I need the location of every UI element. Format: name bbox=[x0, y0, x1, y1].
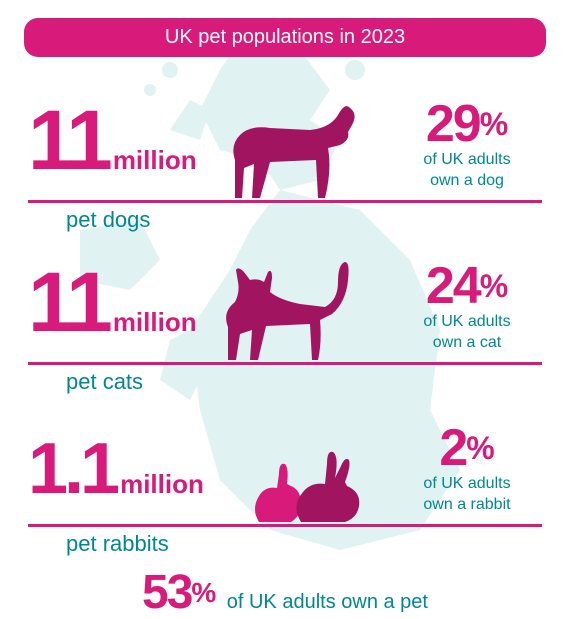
cat-icon bbox=[210, 252, 360, 362]
cats-label: pet cats bbox=[66, 369, 143, 395]
pct-sign: % bbox=[480, 106, 508, 142]
cats-desc2: own a cat bbox=[392, 333, 542, 352]
dog-icon bbox=[210, 90, 360, 200]
rabbits-pct: 2 bbox=[439, 419, 466, 477]
dogs-label: pet dogs bbox=[66, 207, 150, 233]
dogs-desc2: own a dog bbox=[392, 171, 542, 190]
row-rabbits: 1.1 million 2% of UK adults own a rabbit bbox=[28, 395, 542, 527]
summary-text: of UK adults own a pet bbox=[227, 591, 428, 613]
title-bar: UK pet populations in 2023 bbox=[24, 18, 546, 57]
summary-line: 53% of UK adults own a pet bbox=[18, 571, 552, 614]
dogs-count: 11 bbox=[28, 107, 109, 174]
row-cats: 11 million 24% of UK adults own a cat bbox=[28, 233, 542, 365]
title-text: UK pet populations in 2023 bbox=[165, 26, 405, 48]
dogs-desc1: of UK adults bbox=[392, 150, 542, 169]
cats-desc1: of UK adults bbox=[392, 312, 542, 331]
dogs-pct: 29 bbox=[426, 95, 480, 153]
row-dogs: 11 million 29% of UK adults own a dog bbox=[28, 71, 542, 203]
rabbits-unit: million bbox=[120, 469, 204, 500]
cats-unit: million bbox=[113, 307, 197, 338]
rabbits-desc2: own a rabbit bbox=[392, 495, 542, 514]
summary-pct: 53 bbox=[142, 566, 191, 619]
rabbits-label: pet rabbits bbox=[66, 531, 169, 557]
rabbits-desc1: of UK adults bbox=[392, 474, 542, 493]
cats-pct: 24 bbox=[426, 257, 480, 315]
cats-count: 11 bbox=[28, 269, 109, 336]
dogs-unit: million bbox=[113, 145, 197, 176]
rabbits-count: 1.1 bbox=[28, 441, 116, 499]
rabbit-icon bbox=[251, 444, 381, 524]
